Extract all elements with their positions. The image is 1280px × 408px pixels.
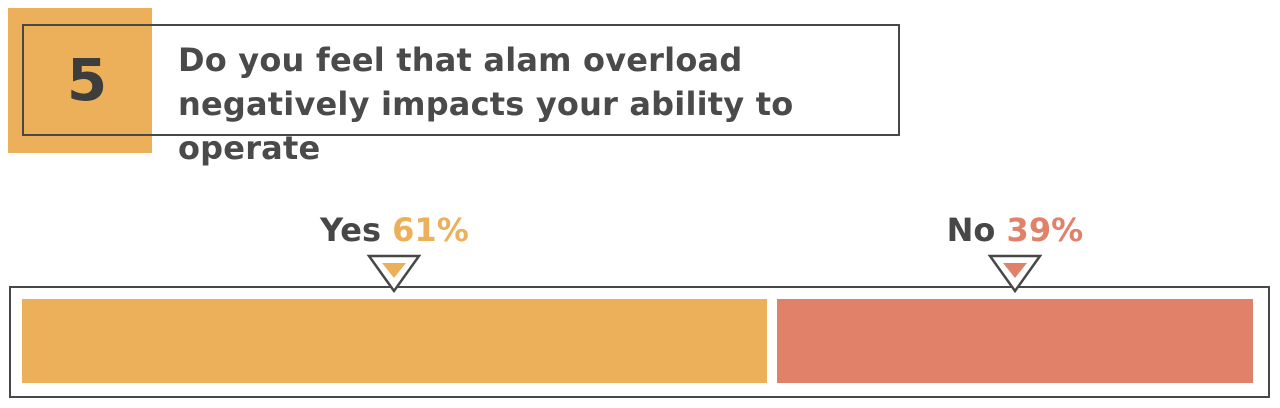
segment-value-yes: 61% — [392, 211, 469, 249]
segment-label-yes: Yes 61% — [320, 208, 469, 252]
segment-label-no: No 39% — [947, 208, 1084, 252]
question-number-box — [8, 8, 152, 153]
bar-segment-no — [776, 299, 1253, 383]
marker-no-icon — [987, 254, 1043, 294]
segment-name-yes: Yes — [320, 211, 382, 249]
marker-yes-icon — [366, 254, 422, 294]
segment-name-no: No — [946, 211, 996, 249]
bar-frame — [9, 286, 1270, 398]
question-frame — [22, 24, 900, 136]
segment-value-no: 39% — [1006, 211, 1084, 249]
bar-segment-yes — [22, 299, 767, 383]
question-text: Do you feel that alam overload negativel… — [178, 41, 794, 167]
question-number: 5 — [66, 46, 108, 114]
